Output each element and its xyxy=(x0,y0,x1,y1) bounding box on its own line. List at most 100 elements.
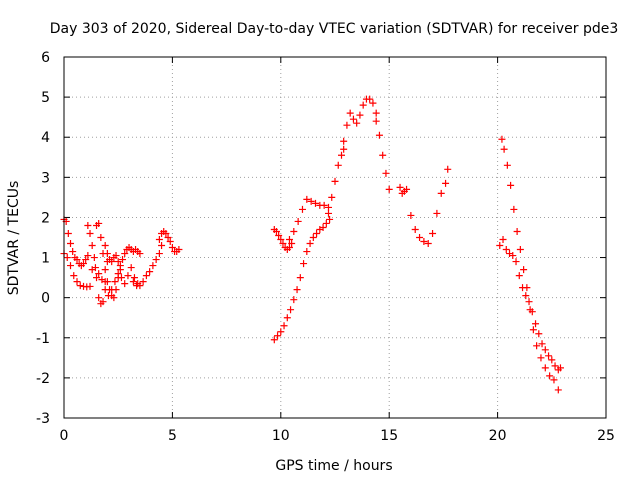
data-point xyxy=(95,270,103,278)
data-point xyxy=(324,209,332,217)
chart-title: Day 303 of 2020, Sidereal Day-to-day VTE… xyxy=(50,21,619,37)
data-series xyxy=(340,95,380,145)
data-point xyxy=(274,332,282,340)
y-tick-label: -3 xyxy=(36,411,50,427)
data-point xyxy=(64,229,72,237)
data-point xyxy=(149,262,157,270)
data-point xyxy=(372,109,380,117)
data-point xyxy=(546,372,554,380)
data-point xyxy=(277,236,285,244)
data-point xyxy=(95,219,103,227)
data-point xyxy=(528,308,536,316)
x-tick-label: 10 xyxy=(272,428,290,444)
data-point xyxy=(532,320,540,328)
y-tick-label: 3 xyxy=(41,170,50,186)
data-point xyxy=(533,342,541,350)
data-point xyxy=(270,336,278,344)
axis-ticks xyxy=(63,56,607,419)
data-point xyxy=(420,238,428,246)
data-point xyxy=(112,252,120,260)
data-point xyxy=(121,250,129,258)
data-point xyxy=(372,117,380,125)
data-point xyxy=(76,282,84,290)
data-series xyxy=(155,227,183,256)
data-point xyxy=(303,248,311,256)
data-point xyxy=(509,252,517,260)
data-point xyxy=(396,183,404,191)
data-point xyxy=(303,195,311,203)
data-point xyxy=(119,256,127,264)
data-point xyxy=(275,231,283,239)
data-point xyxy=(507,181,515,189)
data-point xyxy=(309,234,317,241)
data-series xyxy=(60,250,94,291)
data-point xyxy=(80,260,88,268)
data-point xyxy=(515,272,523,280)
data-series xyxy=(407,165,452,248)
data-point xyxy=(101,286,109,294)
data-point xyxy=(93,274,101,282)
data-series xyxy=(496,236,564,374)
data-series xyxy=(129,242,166,290)
data-point xyxy=(375,131,383,139)
data-point xyxy=(69,248,77,256)
data-point xyxy=(359,101,367,109)
data-point xyxy=(67,240,75,248)
data-point xyxy=(73,278,81,286)
data-point xyxy=(103,278,111,286)
data-point xyxy=(535,330,543,338)
data-point xyxy=(294,217,302,225)
data-series xyxy=(88,264,142,300)
data-point xyxy=(433,209,441,217)
data-point xyxy=(97,234,105,241)
data-point xyxy=(101,266,109,274)
data-point xyxy=(130,274,138,282)
data-point xyxy=(280,322,288,330)
data-point xyxy=(162,229,170,237)
data-point xyxy=(164,234,172,241)
data-point xyxy=(155,250,163,258)
data-point xyxy=(349,115,357,123)
data-point xyxy=(541,364,549,372)
data-point xyxy=(121,280,129,288)
data-point xyxy=(498,135,506,143)
data-point xyxy=(298,205,306,213)
data-point xyxy=(91,264,99,272)
data-point xyxy=(117,274,125,282)
data-point xyxy=(510,205,518,213)
data-point xyxy=(340,145,348,153)
data-point xyxy=(152,256,160,264)
data-point xyxy=(444,165,452,173)
data-point xyxy=(139,278,147,286)
data-series xyxy=(60,215,92,270)
data-point xyxy=(136,282,144,290)
x-tick-label: 5 xyxy=(168,428,177,444)
y-tick-label: -1 xyxy=(36,331,50,347)
data-point xyxy=(403,185,411,193)
data-point xyxy=(63,254,71,262)
data-point xyxy=(84,221,92,229)
data-point xyxy=(111,278,119,286)
data-point xyxy=(285,244,293,252)
data-point xyxy=(512,258,520,266)
data-point xyxy=(379,151,387,159)
data-point xyxy=(103,250,111,258)
data-point xyxy=(548,356,556,364)
data-point xyxy=(424,240,432,248)
data-point xyxy=(385,185,393,193)
data-series xyxy=(372,117,393,193)
data-point xyxy=(108,258,116,266)
data-point xyxy=(538,340,546,348)
data-point xyxy=(551,362,559,370)
data-point xyxy=(296,274,304,282)
data-point xyxy=(110,294,118,302)
data-point xyxy=(283,314,291,322)
data-point xyxy=(306,240,314,248)
data-point xyxy=(502,246,510,254)
data-point xyxy=(84,252,92,260)
data-point xyxy=(500,145,508,153)
data-point xyxy=(99,298,107,306)
data-point xyxy=(324,203,332,211)
data-point xyxy=(366,95,374,103)
data-point xyxy=(496,242,504,250)
